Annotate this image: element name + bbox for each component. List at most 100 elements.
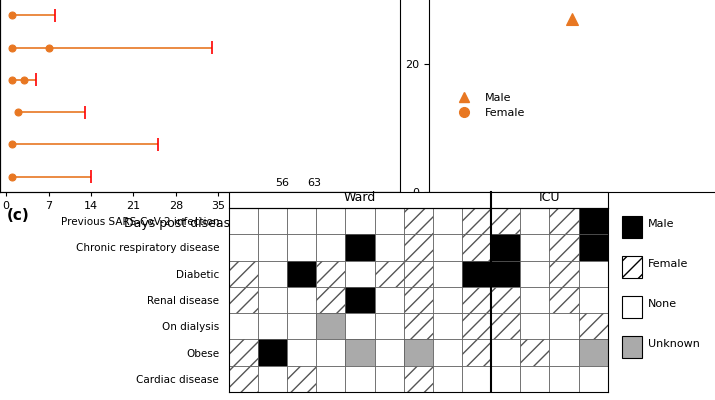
Bar xyxy=(258,340,287,366)
Bar xyxy=(521,208,549,234)
Bar xyxy=(578,260,608,287)
Bar xyxy=(491,287,521,313)
Bar xyxy=(521,313,549,340)
Bar xyxy=(345,208,375,234)
Bar xyxy=(578,208,608,234)
Bar xyxy=(316,234,345,260)
Bar xyxy=(521,366,549,392)
Bar xyxy=(491,366,521,392)
Bar xyxy=(433,366,462,392)
Text: None: None xyxy=(648,299,677,309)
Bar xyxy=(229,313,258,340)
Bar xyxy=(316,208,345,234)
Bar xyxy=(287,313,316,340)
Bar xyxy=(345,287,375,313)
Bar xyxy=(491,340,521,366)
Bar xyxy=(287,287,316,313)
Text: 63: 63 xyxy=(307,178,322,188)
Bar xyxy=(316,313,345,340)
Bar xyxy=(404,260,433,287)
Bar xyxy=(375,234,404,260)
Bar xyxy=(521,234,549,260)
Text: Unknown: Unknown xyxy=(648,339,700,349)
Bar xyxy=(375,313,404,340)
Bar xyxy=(549,234,578,260)
Bar xyxy=(229,260,258,287)
Bar xyxy=(375,340,404,366)
Bar xyxy=(287,340,316,366)
Bar xyxy=(433,313,462,340)
Bar xyxy=(491,234,521,260)
Bar xyxy=(229,366,258,392)
Bar xyxy=(375,287,404,313)
Bar xyxy=(258,260,287,287)
Bar xyxy=(578,366,608,392)
Bar xyxy=(433,340,462,366)
Text: Male: Male xyxy=(648,219,674,229)
Bar xyxy=(578,340,608,366)
Bar xyxy=(404,313,433,340)
Bar xyxy=(345,366,375,392)
Bar xyxy=(345,340,375,366)
Bar xyxy=(316,366,345,392)
Bar xyxy=(462,234,491,260)
Bar xyxy=(549,287,578,313)
Bar xyxy=(549,260,578,287)
Bar xyxy=(549,366,578,392)
Bar xyxy=(375,366,404,392)
Bar xyxy=(287,208,316,234)
Bar xyxy=(578,234,608,260)
Bar xyxy=(229,234,258,260)
X-axis label: Days post disease onset: Days post disease onset xyxy=(124,216,277,230)
Bar xyxy=(462,287,491,313)
Text: 56: 56 xyxy=(275,178,290,188)
Bar xyxy=(549,208,578,234)
Bar xyxy=(345,313,375,340)
Bar xyxy=(462,313,491,340)
Bar xyxy=(462,260,491,287)
Bar xyxy=(433,260,462,287)
Bar xyxy=(316,260,345,287)
Bar xyxy=(316,340,345,366)
Bar xyxy=(258,208,287,234)
Bar xyxy=(287,234,316,260)
Bar xyxy=(549,313,578,340)
Bar xyxy=(404,340,433,366)
Bar xyxy=(404,234,433,260)
Bar xyxy=(462,208,491,234)
Bar xyxy=(578,313,608,340)
Bar xyxy=(375,260,404,287)
Bar xyxy=(404,287,433,313)
Bar xyxy=(229,208,258,234)
Bar xyxy=(433,208,462,234)
Bar xyxy=(345,234,375,260)
Text: Female: Female xyxy=(648,259,688,269)
Bar xyxy=(521,260,549,287)
Bar xyxy=(521,287,549,313)
Bar xyxy=(549,340,578,366)
Bar xyxy=(345,260,375,287)
Bar xyxy=(521,340,549,366)
Bar xyxy=(287,366,316,392)
Bar xyxy=(491,208,521,234)
Bar xyxy=(229,340,258,366)
Bar xyxy=(404,366,433,392)
Bar xyxy=(258,366,287,392)
Bar xyxy=(316,287,345,313)
Bar xyxy=(578,287,608,313)
Bar xyxy=(404,208,433,234)
Text: Ward: Ward xyxy=(344,191,376,204)
Bar xyxy=(229,192,608,208)
Bar xyxy=(258,234,287,260)
Legend: Male, Female: Male, Female xyxy=(449,88,529,123)
Text: (c): (c) xyxy=(7,208,30,223)
Bar xyxy=(229,287,258,313)
Bar xyxy=(491,260,521,287)
Bar xyxy=(491,313,521,340)
Bar xyxy=(433,234,462,260)
Bar xyxy=(462,340,491,366)
Text: ICU: ICU xyxy=(538,191,560,204)
X-axis label: Patients: Patients xyxy=(547,198,597,210)
Bar xyxy=(375,208,404,234)
Bar xyxy=(433,287,462,313)
